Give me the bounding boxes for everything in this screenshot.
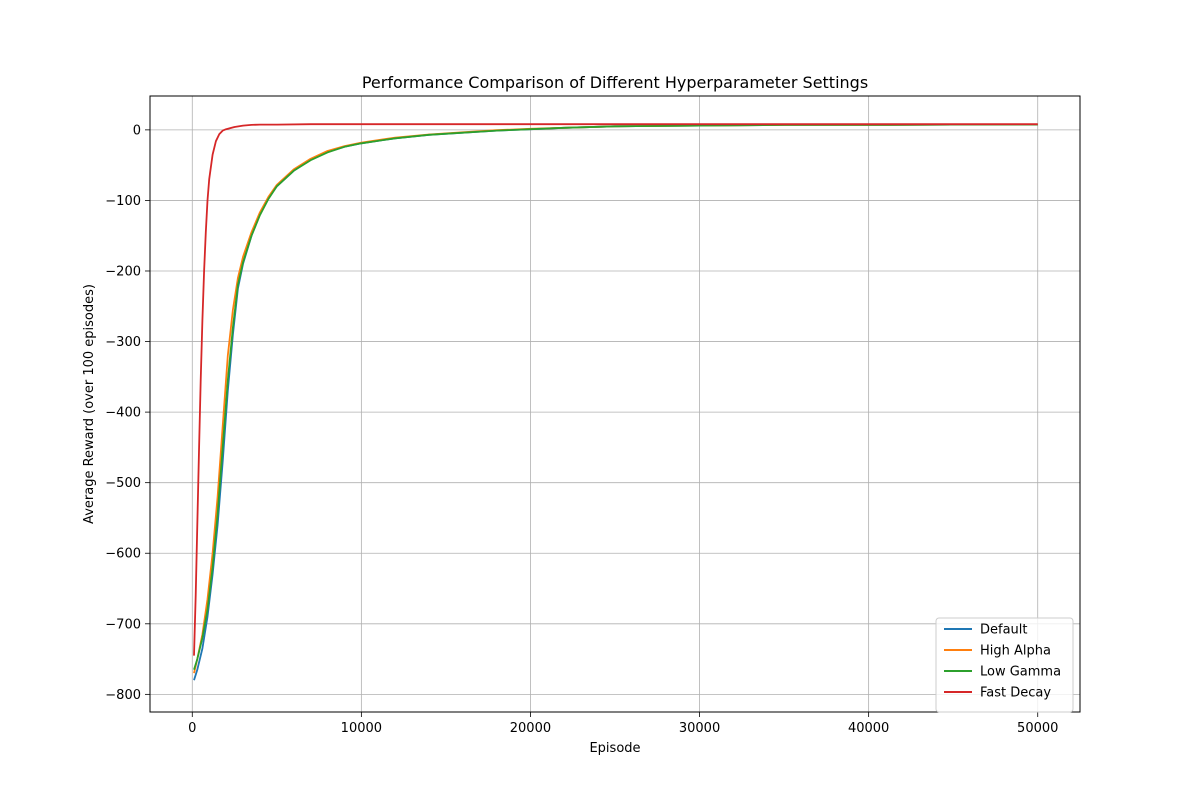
legend: Default High Alpha Low Gamma Fast Decay — [935, 617, 1074, 713]
x-tick-label: 10000 — [341, 721, 382, 736]
legend-label: Default — [980, 623, 1028, 638]
legend-box — [935, 617, 1074, 713]
x-tick-label: 40000 — [848, 721, 889, 736]
x-tick-label: 20000 — [510, 721, 551, 736]
legend-label: Fast Decay — [980, 686, 1051, 701]
x-tick-label: 0 — [188, 721, 196, 736]
ticks: 0 10000 20000 30000 40000 50000 −800 −700 −600 −5… — [105, 123, 1058, 736]
x-axis-label: Episode — [589, 741, 640, 756]
series-line-low-gamma — [193, 123, 1038, 670]
plot-frame — [149, 95, 1081, 713]
y-tick-label: −300 — [105, 335, 141, 350]
y-tick-label: −800 — [105, 688, 141, 703]
y-axis-label: Average Reward (over 100 episodes) — [82, 284, 97, 524]
x-tick-label: 30000 — [679, 721, 720, 736]
grid — [150, 96, 1080, 712]
y-tick-label: −400 — [105, 406, 141, 421]
y-tick-label: −200 — [105, 264, 141, 279]
y-tick-label: −700 — [105, 617, 141, 632]
y-tick-label: −100 — [105, 194, 141, 209]
series-line-fast-decay — [193, 123, 1038, 656]
chart-title: Performance Comparison of Different Hype… — [362, 73, 868, 92]
y-tick-label: −600 — [105, 547, 141, 562]
legend-label: Low Gamma — [980, 665, 1061, 680]
y-tick-label: −500 — [105, 476, 141, 491]
series-lines — [193, 123, 1038, 681]
y-tick-label: 0 — [133, 123, 141, 138]
legend-label: High Alpha — [980, 644, 1051, 659]
x-tick-label: 50000 — [1017, 721, 1058, 736]
